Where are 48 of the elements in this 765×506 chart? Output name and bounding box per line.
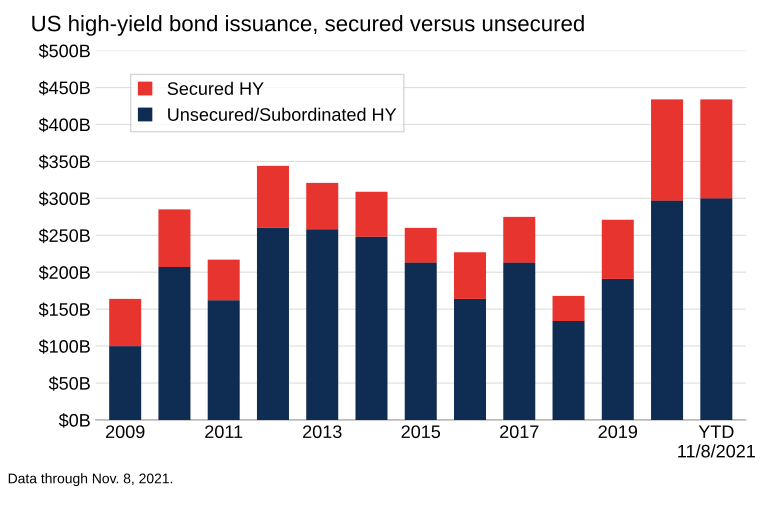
y-tick-label: $50B	[48, 376, 90, 391]
y-tick-label: $200B	[38, 265, 90, 280]
bar	[158, 267, 190, 420]
bar	[306, 229, 338, 420]
bar	[158, 209, 190, 268]
x-tick-label: 2011	[205, 425, 242, 438]
bar	[552, 320, 585, 420]
text: Data through Nov. 8, 2021.	[8, 473, 172, 486]
bar	[700, 99, 732, 198]
chart-title: US high-yield bond issuance, secured versus unsecured	[32, 15, 584, 36]
x-tick-label: 2019	[598, 425, 638, 438]
bar	[503, 216, 536, 263]
bar	[602, 220, 634, 279]
bar	[208, 260, 240, 300]
bar	[404, 262, 437, 420]
y-tick-label: $400B	[38, 118, 90, 132]
bar	[700, 198, 732, 420]
x-tick-label: 2009	[106, 425, 144, 438]
legend-label: Secured HY	[168, 82, 264, 95]
bar	[208, 300, 240, 420]
bar	[109, 298, 142, 346]
bar	[256, 166, 289, 228]
bar	[602, 278, 634, 420]
y-tick-label: $0B	[58, 413, 90, 428]
bar	[306, 182, 338, 230]
y-tick-label: $300B	[38, 192, 90, 206]
bar	[552, 296, 585, 321]
legend-label: Unsecured/Subordinated HY	[168, 108, 396, 121]
x-tick-label: YTD 11/8/2021	[678, 426, 755, 458]
y-tick-label: $250B	[38, 228, 90, 244]
y-tick-label: $100B	[38, 339, 90, 354]
y-tick-label: $350B	[38, 154, 90, 170]
bar	[651, 99, 684, 201]
bar	[355, 236, 388, 420]
bar	[503, 262, 536, 420]
y-tick-label: $500B	[38, 44, 90, 58]
x-tick-label: 2015	[402, 425, 440, 438]
y-tick-label: $450B	[38, 80, 90, 96]
bar	[256, 228, 289, 420]
y-tick-label: $150B	[38, 302, 90, 317]
bar	[454, 252, 486, 299]
bar	[651, 200, 684, 420]
bar	[109, 346, 142, 420]
x-tick-label: 2017	[500, 425, 538, 438]
bar	[454, 298, 486, 420]
x-tick-label: 2013	[303, 425, 342, 438]
bar	[355, 192, 388, 237]
bar	[404, 228, 437, 263]
